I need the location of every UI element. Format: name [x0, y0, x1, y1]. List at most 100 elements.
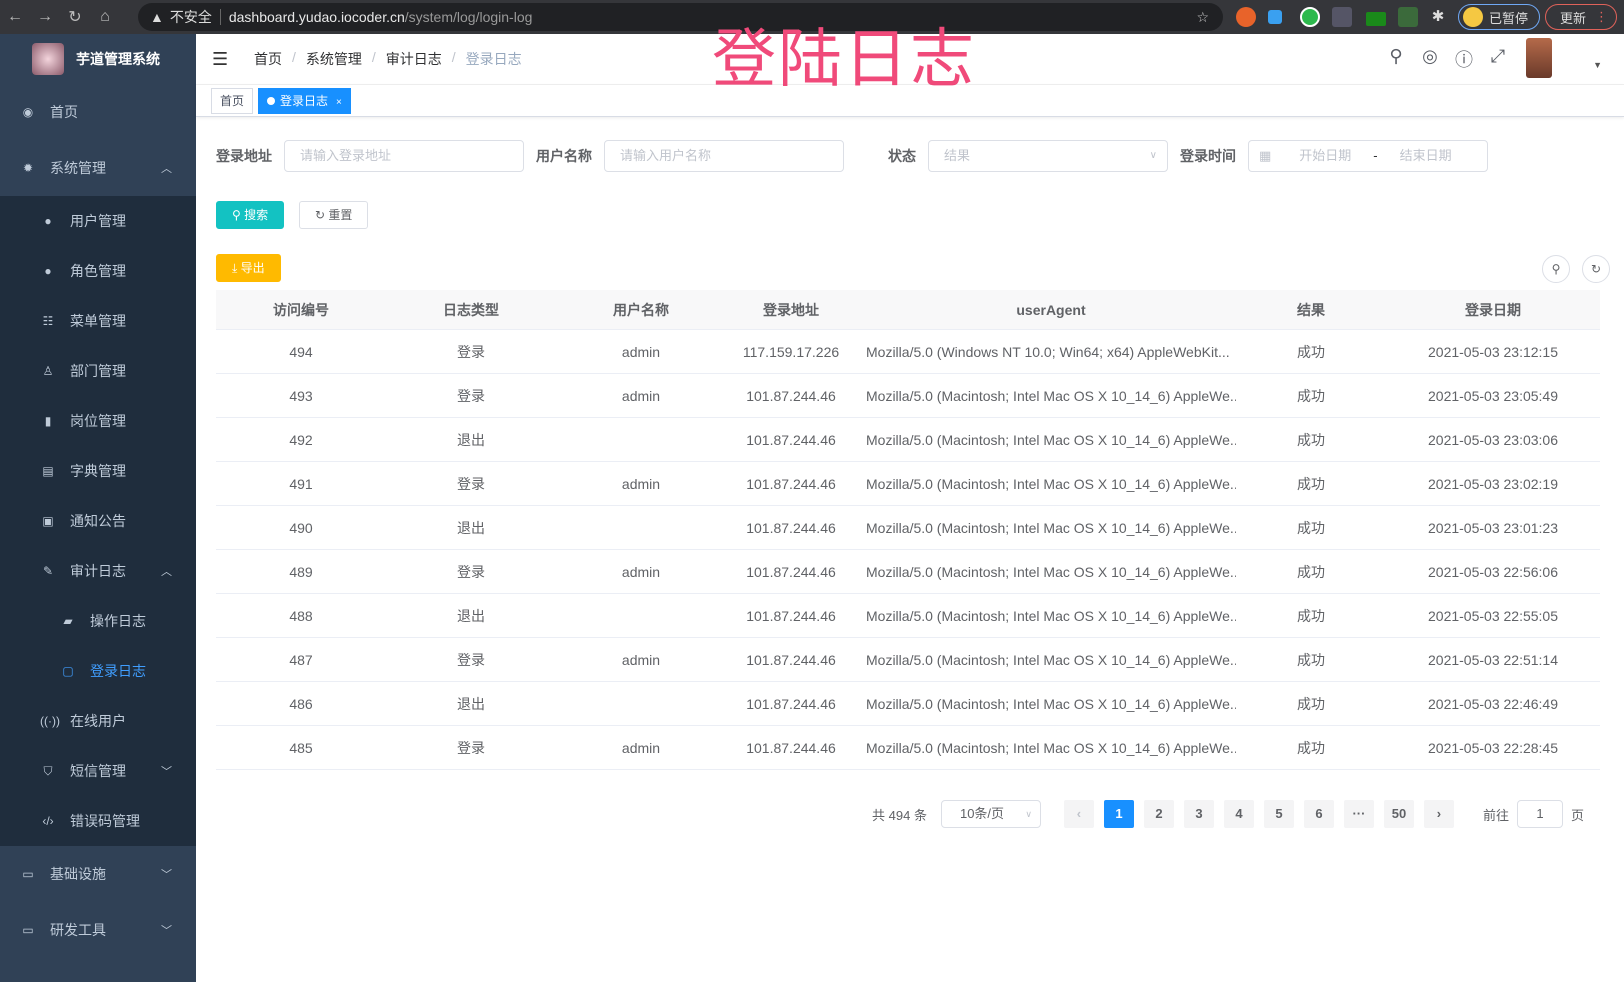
page-button[interactable]: 4: [1223, 800, 1254, 828]
table-cell: 登录: [457, 343, 485, 360]
search-button[interactable]: ⚲ 搜索: [216, 201, 285, 229]
form-icon: ▰: [63, 614, 73, 628]
sidebar-item-audit[interactable]: ✎ 审计日志 ︿: [0, 546, 196, 596]
sidebar-item-online[interactable]: ((·)) 在线用户: [0, 696, 196, 746]
sidebar-item-sms[interactable]: ⛉ 短信管理 ﹀: [0, 746, 196, 796]
prev-page-button[interactable]: ‹: [1063, 800, 1094, 828]
table-row[interactable]: 493 登录 admin 101.87.244.46 Mozilla/5.0 (Maci…: [216, 374, 1600, 418]
page-size-value: 10条/页: [959, 806, 1005, 821]
github-icon[interactable]: ◎: [1422, 46, 1438, 66]
table-row[interactable]: 489 登录 admin 101.87.244.46 Mozilla/5.0 (Maci…: [216, 550, 1600, 594]
time-label: 登录时间: [1180, 148, 1236, 164]
table-cell: admin: [621, 563, 661, 580]
table-cell: 487: [289, 651, 313, 668]
table-row[interactable]: 487 登录 admin 101.87.244.46 Mozilla/5.0 (Maci…: [216, 638, 1600, 682]
table-row[interactable]: 485 登录 admin 101.87.244.46 Mozilla/5.0 (Maci…: [216, 726, 1600, 770]
page-button[interactable]: 5: [1263, 800, 1294, 828]
table-row[interactable]: 492 退出 101.87.244.46 Mozilla/5.0 (Macintosh…: [216, 418, 1600, 462]
page-button[interactable]: 50: [1383, 800, 1414, 828]
breadcrumb-item[interactable]: 系统管理: [305, 51, 362, 67]
caret-down-icon[interactable]: ▼: [1593, 60, 1602, 70]
tag-home[interactable]: 首页: [211, 87, 254, 114]
table-cell: 488: [289, 607, 313, 624]
refresh-icon: ↻: [315, 208, 329, 222]
page-button[interactable]: 1: [1103, 800, 1134, 828]
extension-icon[interactable]: [1268, 10, 1282, 24]
table-cell: 2021-05-03 22:46:49: [1428, 695, 1558, 712]
sidebar-logo[interactable]: 芋道管理系统: [0, 34, 196, 84]
column-header: userAgent: [1016, 301, 1086, 318]
end-date[interactable]: 结束日期: [1399, 148, 1452, 163]
profile-button[interactable]: 已暂停: [1458, 4, 1540, 30]
table-cell: 成功: [1297, 343, 1325, 360]
warning-icon: ▲: [150, 9, 164, 25]
table-row[interactable]: 491 登录 admin 101.87.244.46 Mozilla/5.0 (Maci…: [216, 462, 1600, 506]
page-button[interactable]: 3: [1183, 800, 1214, 828]
username-input[interactable]: 请输入用户名称: [604, 140, 844, 172]
extension-icon[interactable]: [1300, 7, 1320, 27]
table-cell: 101.87.244.46: [746, 651, 836, 668]
address-bar[interactable]: ▲ 不安全 dashboard.yudao.iocoder.cn/system/…: [138, 3, 1223, 31]
goto-page-input[interactable]: 1: [1516, 800, 1563, 828]
avatar[interactable]: [1526, 38, 1552, 78]
table-row[interactable]: 494 登录 admin 117.159.17.226 Mozilla/5.0 (Win…: [216, 330, 1600, 374]
back-icon[interactable]: ←: [7, 8, 23, 25]
sidebar-item-role[interactable]: ● 角色管理: [0, 246, 196, 296]
sidebar-item-dict[interactable]: ▤ 字典管理: [0, 446, 196, 496]
next-page-button[interactable]: ›: [1423, 800, 1454, 828]
security-label: 不安全: [169, 9, 212, 25]
home-icon[interactable]: ⌂: [100, 8, 110, 25]
search-icon[interactable]: ⚲: [1389, 46, 1403, 66]
sidebar-item-notice[interactable]: ▣ 通知公告: [0, 496, 196, 546]
table-row[interactable]: 488 退出 101.87.244.46 Mozilla/5.0 (Macintosh…: [216, 594, 1600, 638]
tag-login-log[interactable]: 登录日志 ×: [258, 87, 351, 114]
page-size-select[interactable]: 10条/页 ∨: [940, 800, 1041, 828]
extension-icon[interactable]: [1398, 7, 1418, 27]
sidebar-item-login-log[interactable]: ▢ 登录日志: [0, 646, 196, 696]
status-select[interactable]: 结果 ∨: [928, 140, 1168, 172]
puzzle-icon[interactable]: ✱: [1431, 8, 1445, 25]
extension-icon[interactable]: [1236, 7, 1256, 27]
start-date[interactable]: 开始日期: [1299, 148, 1352, 163]
toggle-search-button[interactable]: ⚲: [1542, 255, 1570, 283]
sidebar-item-infra[interactable]: ▭ 基础设施 ﹀: [0, 846, 196, 902]
sidebar-item-home[interactable]: ◉ 首页: [0, 84, 196, 140]
hamburger-icon[interactable]: ☰: [212, 48, 229, 69]
fullscreen-icon[interactable]: ⤢: [1490, 46, 1506, 66]
table-cell: 493: [289, 387, 313, 404]
table-row[interactable]: 490 退出 101.87.244.46 Mozilla/5.0 (Macintosh…: [216, 506, 1600, 550]
sidebar-item-system[interactable]: ✹ 系统管理 ︿: [0, 140, 196, 196]
update-button[interactable]: 更新 ⋮: [1545, 4, 1617, 30]
sidebar-item-error-code[interactable]: ‹/› 错误码管理: [0, 796, 196, 846]
sidebar-item-post[interactable]: ▮ 岗位管理: [0, 396, 196, 446]
page-button[interactable]: ···: [1343, 800, 1374, 828]
close-icon[interactable]: ×: [336, 96, 342, 108]
sidebar-item-tool[interactable]: ▭ 研发工具 ﹀: [0, 902, 196, 958]
refresh-button[interactable]: ↻: [1582, 255, 1610, 283]
page-button[interactable]: 6: [1303, 800, 1334, 828]
reload-icon[interactable]: ↻: [68, 9, 82, 26]
date-range-picker[interactable]: ▦ 开始日期 - 结束日期: [1248, 140, 1488, 172]
column-header: 用户名称: [613, 301, 669, 318]
table-cell: 2021-05-03 23:05:49: [1428, 387, 1558, 404]
extension-icon[interactable]: [1366, 12, 1386, 26]
sidebar-item-operate-log[interactable]: ▰ 操作日志: [0, 596, 196, 646]
reset-button[interactable]: ↻ 重置: [299, 201, 369, 229]
export-button[interactable]: ⤓ 导出: [216, 254, 281, 282]
extension-icon[interactable]: [1332, 7, 1352, 27]
breadcrumb-item[interactable]: 审计日志: [385, 51, 442, 67]
sidebar-item-dept[interactable]: ♙ 部门管理: [0, 346, 196, 396]
sidebar-item-menu[interactable]: ☷ 菜单管理: [0, 296, 196, 346]
table-cell: Mozilla/5.0 (Windows NT 10.0; Win64; x64…: [866, 343, 1230, 360]
bookmark-star-icon[interactable]: ☆: [1196, 8, 1209, 25]
forward-icon[interactable]: →: [37, 8, 53, 25]
sidebar-item-label: 通知公告: [70, 513, 126, 529]
page-button[interactable]: 2: [1143, 800, 1174, 828]
table-row[interactable]: 486 退出 101.87.244.46 Mozilla/5.0 (Macintosh…: [216, 682, 1600, 726]
question-icon[interactable]: ⓘ: [1455, 50, 1473, 70]
sidebar-item-user[interactable]: ● 用户管理: [0, 196, 196, 246]
chevron-down-icon: ﹀: [161, 766, 172, 778]
breadcrumb-item[interactable]: 首页: [254, 51, 282, 67]
address-input[interactable]: 请输入登录地址: [284, 140, 524, 172]
dict-icon: ▤: [42, 464, 54, 478]
